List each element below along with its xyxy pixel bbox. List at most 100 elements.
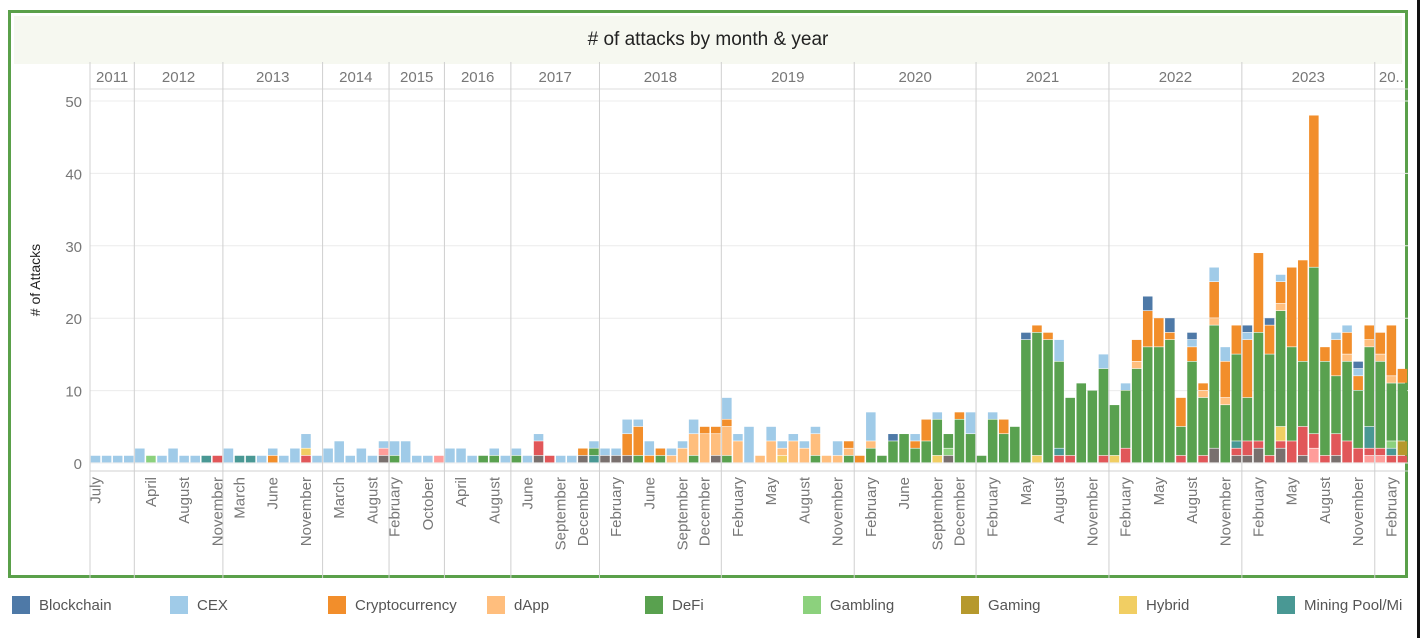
bar-segment-other-gray[interactable] — [533, 455, 544, 463]
bar-segment-cex[interactable] — [777, 441, 787, 448]
bar-segment-blockchain[interactable] — [1264, 318, 1275, 325]
bar-segment-gambling[interactable] — [943, 448, 954, 456]
bar-segment-other-red[interactable] — [301, 455, 311, 463]
bar-segment-other-red[interactable] — [1198, 455, 1208, 463]
bar-segment-other-red[interactable] — [1397, 455, 1408, 463]
bar-segment-cex[interactable] — [910, 434, 920, 441]
legend-item[interactable]: dApp — [487, 596, 549, 614]
bar-segment-other-pink[interactable] — [1309, 448, 1319, 463]
legend-item[interactable]: Cryptocurrency — [328, 596, 457, 614]
bar-segment-defi[interactable] — [954, 419, 965, 463]
bar-segment-defi[interactable] — [965, 434, 976, 463]
bar-segment-hybrid[interactable] — [1275, 426, 1286, 441]
bar-segment-defi[interactable] — [932, 419, 943, 456]
bar-segment-cex[interactable] — [644, 441, 655, 456]
bar-segment-mining-pool-mi[interactable] — [589, 455, 599, 463]
bar-segment-defi[interactable] — [843, 455, 854, 463]
bar-segment-cex[interactable] — [677, 441, 688, 448]
bar-segment-cryptocurrency[interactable] — [1309, 115, 1319, 267]
bar-segment-other-red[interactable] — [1264, 455, 1275, 463]
bar-segment-dapp[interactable] — [677, 448, 688, 463]
bar-segment-cryptocurrency[interactable] — [1142, 310, 1153, 347]
bar-segment-other-gray[interactable] — [1209, 448, 1219, 463]
bar-segment-hybrid[interactable] — [1032, 455, 1042, 463]
bar-segment-cex[interactable] — [744, 426, 754, 463]
bar-segment-cryptocurrency[interactable] — [1342, 332, 1352, 354]
bar-segment-defi[interactable] — [1298, 361, 1308, 427]
bar-segment-cryptocurrency[interactable] — [998, 419, 1009, 434]
bar-segment-cryptocurrency[interactable] — [1131, 339, 1142, 362]
bar-segment-defi[interactable] — [589, 448, 599, 456]
bar-segment-defi[interactable] — [1320, 361, 1330, 456]
bar-segment-cex[interactable] — [168, 448, 178, 463]
bar-segment-cex[interactable] — [1209, 267, 1219, 282]
bar-segment-cex[interactable] — [279, 455, 289, 463]
bar-segment-dapp[interactable] — [1220, 397, 1231, 405]
bar-segment-cex[interactable] — [522, 455, 533, 463]
bar-segment-cryptocurrency[interactable] — [910, 441, 920, 448]
bar-segment-blockchain[interactable] — [1142, 296, 1153, 311]
bar-segment-other-gray[interactable] — [1275, 448, 1286, 463]
bar-segment-cex[interactable] — [400, 441, 411, 463]
bar-segment-defi[interactable] — [1010, 426, 1020, 463]
bar-segment-cryptocurrency[interactable] — [1375, 332, 1386, 354]
bar-segment-dapp[interactable] — [699, 434, 710, 463]
bar-segment-defi[interactable] — [511, 455, 522, 463]
bar-segment-defi[interactable] — [1198, 397, 1208, 456]
bar-segment-cex[interactable] — [788, 434, 799, 441]
bar-segment-hybrid[interactable] — [1109, 455, 1120, 463]
bar-segment-defi[interactable] — [1397, 383, 1408, 441]
bar-segment-other-gray[interactable] — [622, 455, 632, 463]
bar-segment-cex[interactable] — [688, 419, 699, 434]
bar-segment-cryptocurrency[interactable] — [699, 426, 710, 434]
bar-segment-cex[interactable] — [1098, 354, 1109, 369]
bar-segment-hybrid[interactable] — [932, 455, 943, 463]
bar-segment-other-red[interactable] — [1375, 448, 1386, 456]
bar-segment-cex[interactable] — [301, 434, 311, 448]
bar-segment-defi[interactable] — [888, 441, 898, 463]
bar-segment-defi[interactable] — [1176, 426, 1186, 456]
bar-segment-cex[interactable] — [423, 455, 433, 463]
bar-segment-hybrid[interactable] — [301, 448, 311, 456]
bar-segment-cex[interactable] — [334, 441, 344, 463]
bar-segment-other-red[interactable] — [1320, 455, 1330, 463]
bar-segment-defi[interactable] — [1264, 354, 1275, 456]
bar-segment-blockchain[interactable] — [1021, 332, 1031, 340]
bar-segment-cex[interactable] — [223, 448, 234, 463]
bar-segment-dapp[interactable] — [821, 455, 832, 463]
bar-segment-cex[interactable] — [1242, 332, 1253, 340]
bar-segment-defi[interactable] — [910, 448, 920, 463]
bar-segment-other-red[interactable] — [1386, 455, 1397, 463]
bar-segment-defi[interactable] — [1209, 325, 1219, 448]
bar-segment-defi[interactable] — [921, 441, 931, 463]
bar-segment-cex[interactable] — [190, 455, 200, 463]
bar-segment-dapp[interactable] — [1386, 376, 1397, 383]
bar-segment-cryptocurrency[interactable] — [622, 434, 632, 456]
bar-segment-dapp[interactable] — [722, 426, 732, 456]
bar-segment-dapp[interactable] — [711, 434, 721, 456]
bar-segment-cex[interactable] — [1054, 339, 1064, 362]
bar-segment-cex[interactable] — [267, 448, 278, 456]
bar-segment-cex[interactable] — [589, 441, 599, 448]
bar-segment-defi[interactable] — [877, 455, 887, 463]
bar-segment-cryptocurrency[interactable] — [1264, 325, 1275, 354]
bar-segment-cex[interactable] — [600, 448, 610, 456]
bar-segment-mining-pool-mi[interactable] — [1386, 448, 1397, 456]
bar-segment-dapp[interactable] — [866, 441, 876, 448]
bar-segment-cex[interactable] — [555, 455, 566, 463]
bar-segment-other-red[interactable] — [1275, 441, 1286, 448]
bar-segment-cryptocurrency[interactable] — [1187, 347, 1197, 362]
bar-segment-defi[interactable] — [1331, 376, 1341, 434]
bar-segment-defi[interactable] — [987, 419, 998, 463]
bar-segment-cryptocurrency[interactable] — [1176, 397, 1186, 427]
bar-segment-cryptocurrency[interactable] — [1298, 260, 1308, 362]
bar-segment-defi[interactable] — [1275, 310, 1286, 427]
bar-segment-other-pink[interactable] — [1364, 455, 1374, 463]
bar-segment-cex[interactable] — [290, 448, 300, 463]
bar-segment-defi[interactable] — [1375, 361, 1386, 448]
bar-segment-dapp[interactable] — [688, 434, 699, 456]
bar-segment-cex[interactable] — [666, 448, 677, 456]
bar-segment-dapp[interactable] — [832, 455, 843, 463]
bar-segment-defi[interactable] — [976, 455, 987, 463]
bar-segment-cex[interactable] — [456, 448, 466, 463]
